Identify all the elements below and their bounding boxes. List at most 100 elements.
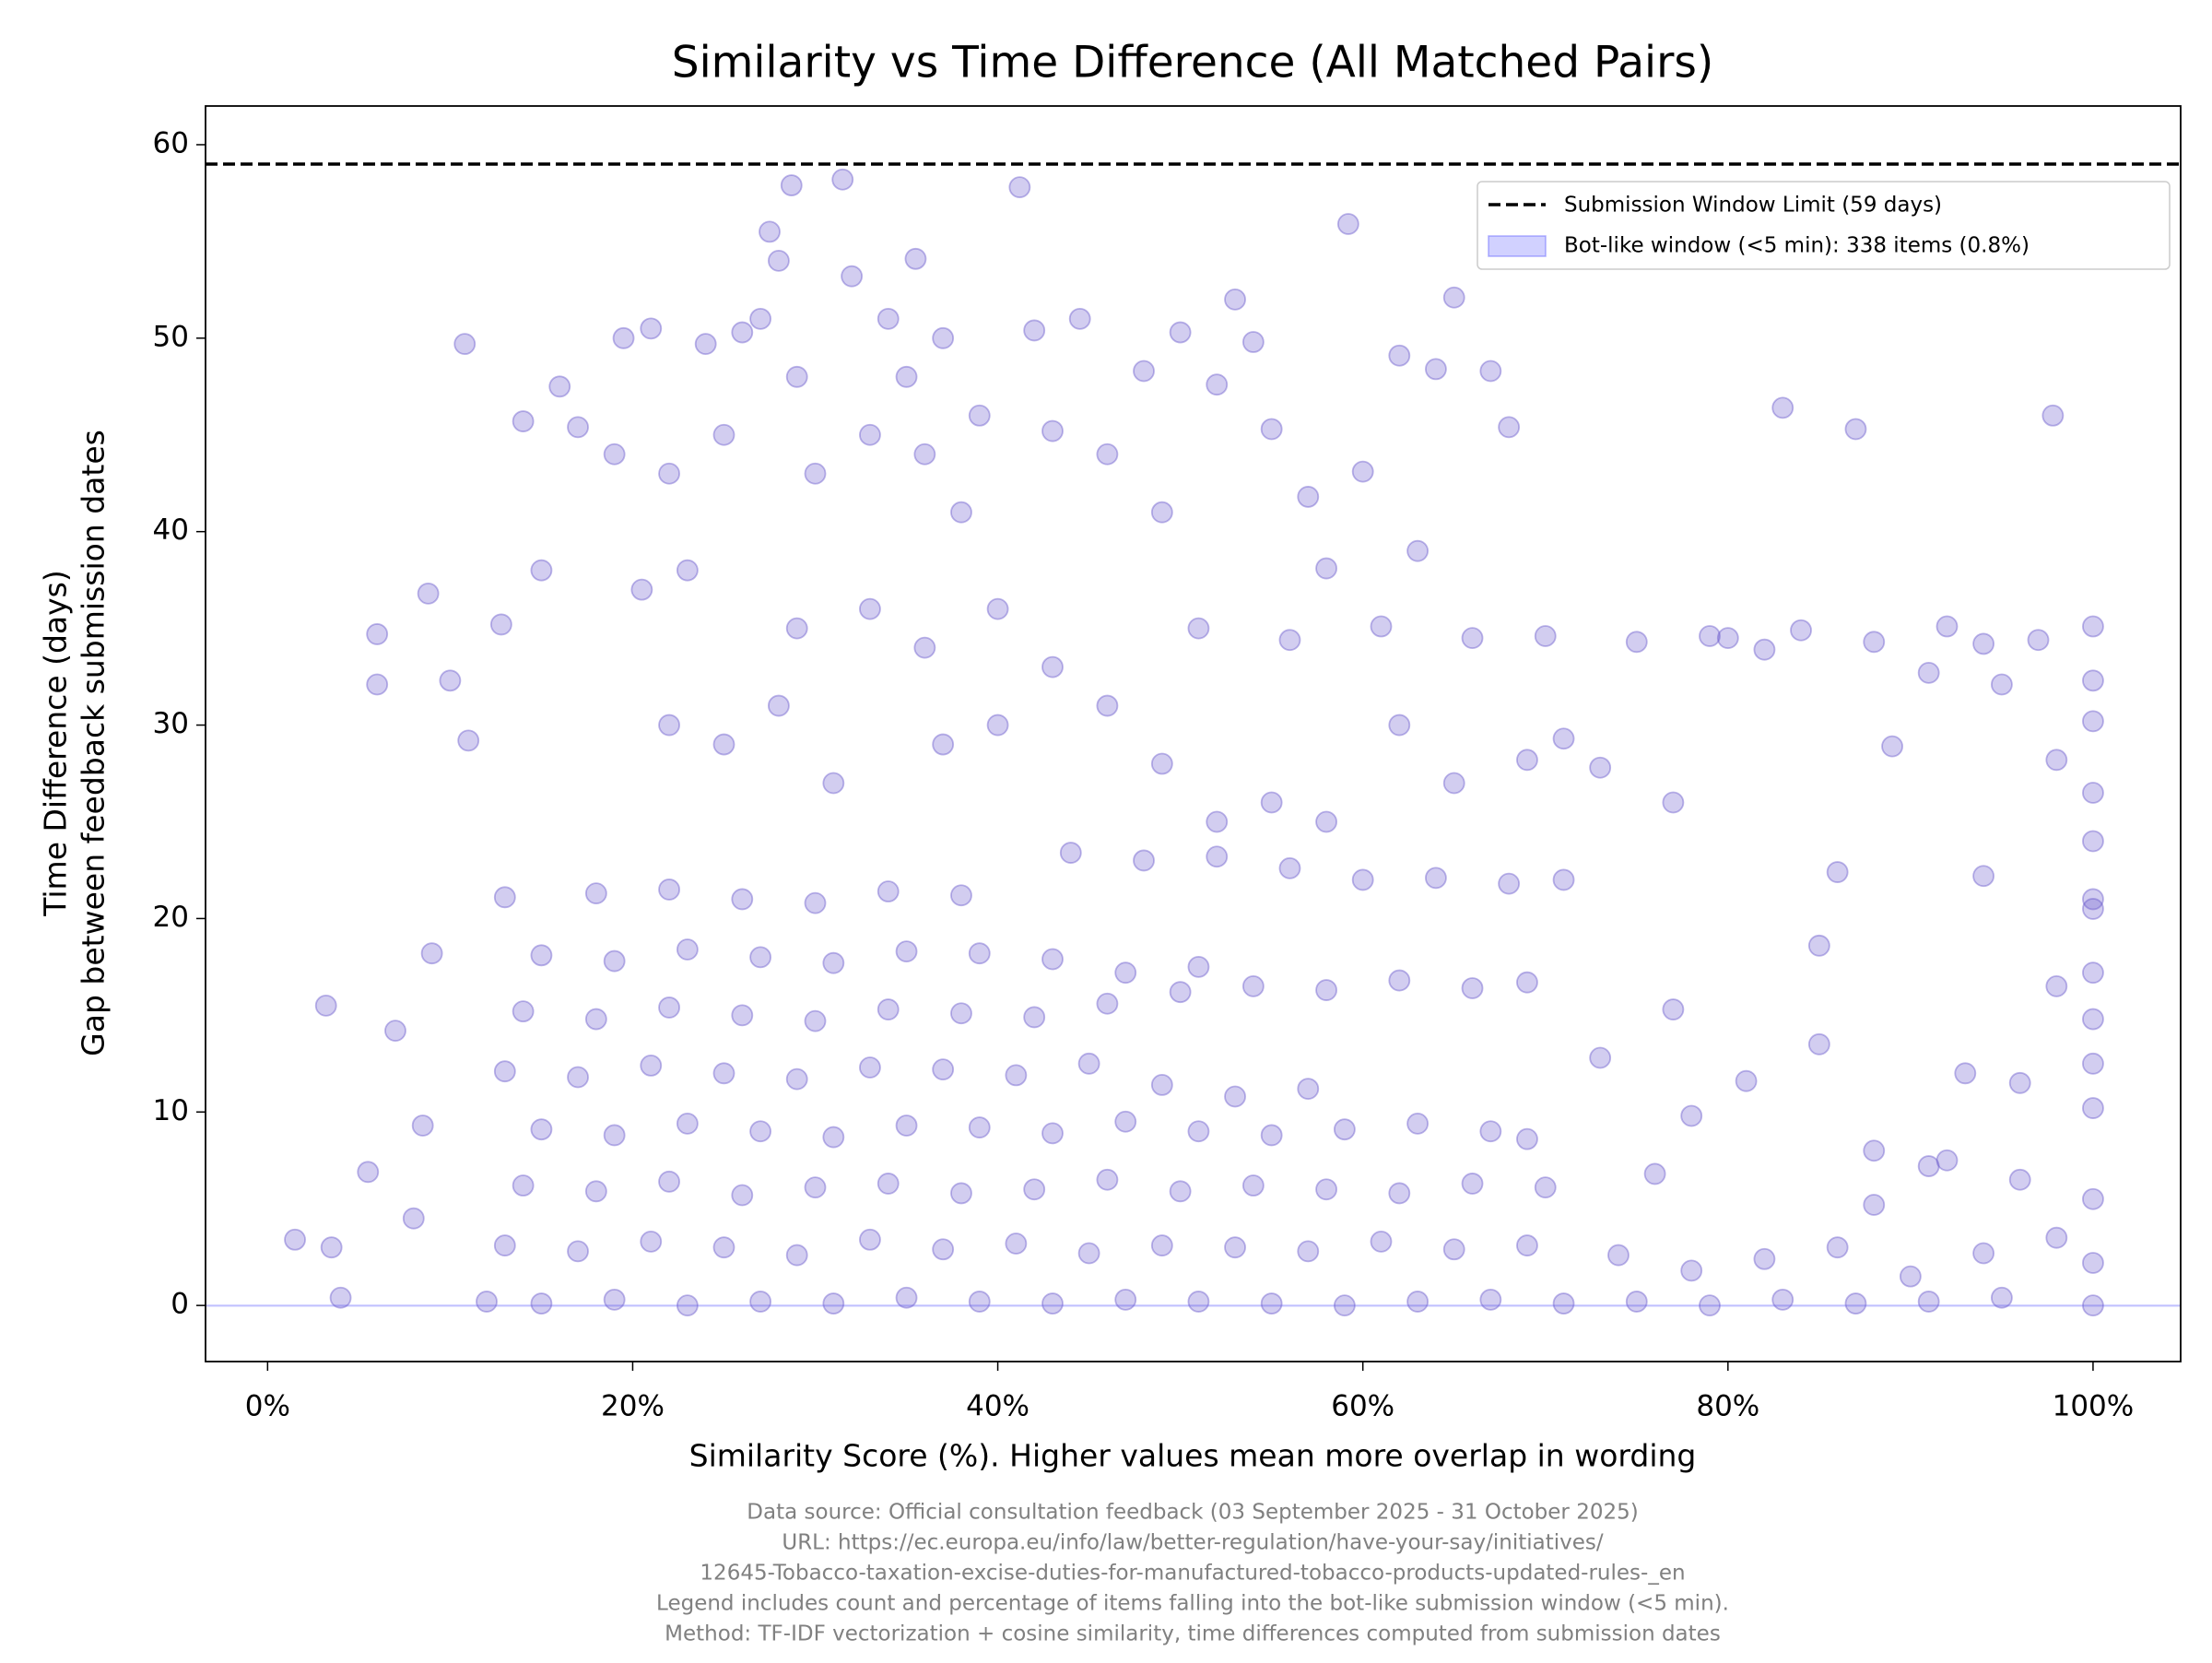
point (950, 884, 972, 907)
point (749, 1120, 771, 1143)
point (1461, 977, 1484, 999)
point (1351, 868, 1374, 891)
point (2082, 1052, 2104, 1075)
footnote: URL: https://ec.europa.eu/info/law/bette… (782, 1531, 1604, 1555)
point (658, 462, 680, 485)
point (1735, 1069, 1758, 1092)
y-tick-label: 20 (153, 901, 189, 934)
point (1315, 979, 1337, 1001)
y-tick-label: 40 (153, 513, 189, 547)
point (1187, 1120, 1210, 1143)
point (1114, 1110, 1137, 1133)
point (1807, 1032, 1830, 1056)
point (859, 1228, 881, 1251)
point (1498, 416, 1521, 439)
point (612, 326, 635, 349)
point (1516, 971, 1538, 994)
point (1370, 615, 1393, 638)
point (859, 423, 881, 446)
footnote: Data source: Official consultation feedb… (747, 1501, 1638, 1525)
point (1991, 673, 2013, 696)
point (968, 1291, 991, 1313)
point (603, 949, 626, 973)
point (284, 1228, 306, 1251)
point (1625, 631, 1648, 654)
point (1150, 1234, 1173, 1256)
point (1278, 856, 1301, 879)
point (1333, 1118, 1356, 1141)
point (1023, 1178, 1046, 1201)
point (420, 942, 443, 965)
point (1844, 418, 1867, 441)
point (822, 951, 845, 974)
point (1643, 1162, 1666, 1185)
point (877, 998, 900, 1020)
point (785, 1067, 808, 1091)
point (640, 317, 663, 340)
point (1041, 419, 1064, 442)
point (2082, 615, 2104, 638)
point (1552, 727, 1575, 750)
point (512, 1174, 535, 1197)
point (1406, 539, 1430, 562)
point (1333, 1294, 1356, 1317)
point (1479, 1288, 1502, 1311)
legend: Submission Window Limit (59 days) Bot-lik… (1477, 181, 2171, 270)
point (1863, 631, 1886, 654)
point (1315, 1178, 1337, 1201)
point (1008, 176, 1031, 199)
point (1972, 1242, 1994, 1265)
point (1826, 1236, 1849, 1259)
point (1114, 1288, 1137, 1311)
point (731, 321, 754, 344)
y-axis-label: Time Difference (days) (38, 570, 74, 917)
point (417, 582, 440, 605)
point (2082, 669, 2104, 692)
point (895, 940, 918, 962)
point (548, 375, 571, 398)
point (749, 307, 771, 330)
point (1461, 1173, 1484, 1195)
point (1771, 396, 1794, 419)
point (457, 729, 480, 752)
point (822, 772, 845, 795)
point (986, 714, 1009, 737)
point (1552, 868, 1575, 891)
point (950, 1002, 972, 1025)
point (913, 636, 936, 659)
point (968, 404, 991, 427)
point (1936, 615, 1959, 638)
point (1899, 1265, 1922, 1288)
point (603, 1124, 626, 1147)
point (1150, 501, 1173, 524)
point (1662, 998, 1685, 1020)
y-tick-label: 0 (171, 1288, 189, 1321)
point (986, 597, 1009, 620)
point (1442, 286, 1465, 309)
point (841, 265, 864, 288)
point (1206, 810, 1229, 833)
point (1716, 627, 1739, 650)
point (1863, 1139, 1886, 1162)
point (567, 1066, 589, 1089)
point (630, 578, 653, 601)
point (712, 423, 735, 446)
legend-box (1477, 181, 2171, 270)
point (1516, 749, 1538, 772)
point (712, 1062, 735, 1085)
footnote: Method: TF-IDF vectorization + cosine si… (665, 1622, 1721, 1646)
point (804, 462, 827, 485)
point (822, 1292, 845, 1315)
point (676, 1294, 699, 1317)
point (968, 1116, 991, 1138)
point (1534, 1176, 1557, 1199)
point (676, 1112, 699, 1135)
point (950, 501, 972, 524)
point (489, 613, 512, 636)
point (1315, 810, 1337, 833)
legend-label: Bot-like window (<5 min): 338 items (0.8… (1564, 234, 2030, 258)
point (1972, 865, 1994, 888)
point (1425, 867, 1447, 890)
y-tick-label: 30 (153, 707, 189, 740)
point (1068, 307, 1091, 330)
